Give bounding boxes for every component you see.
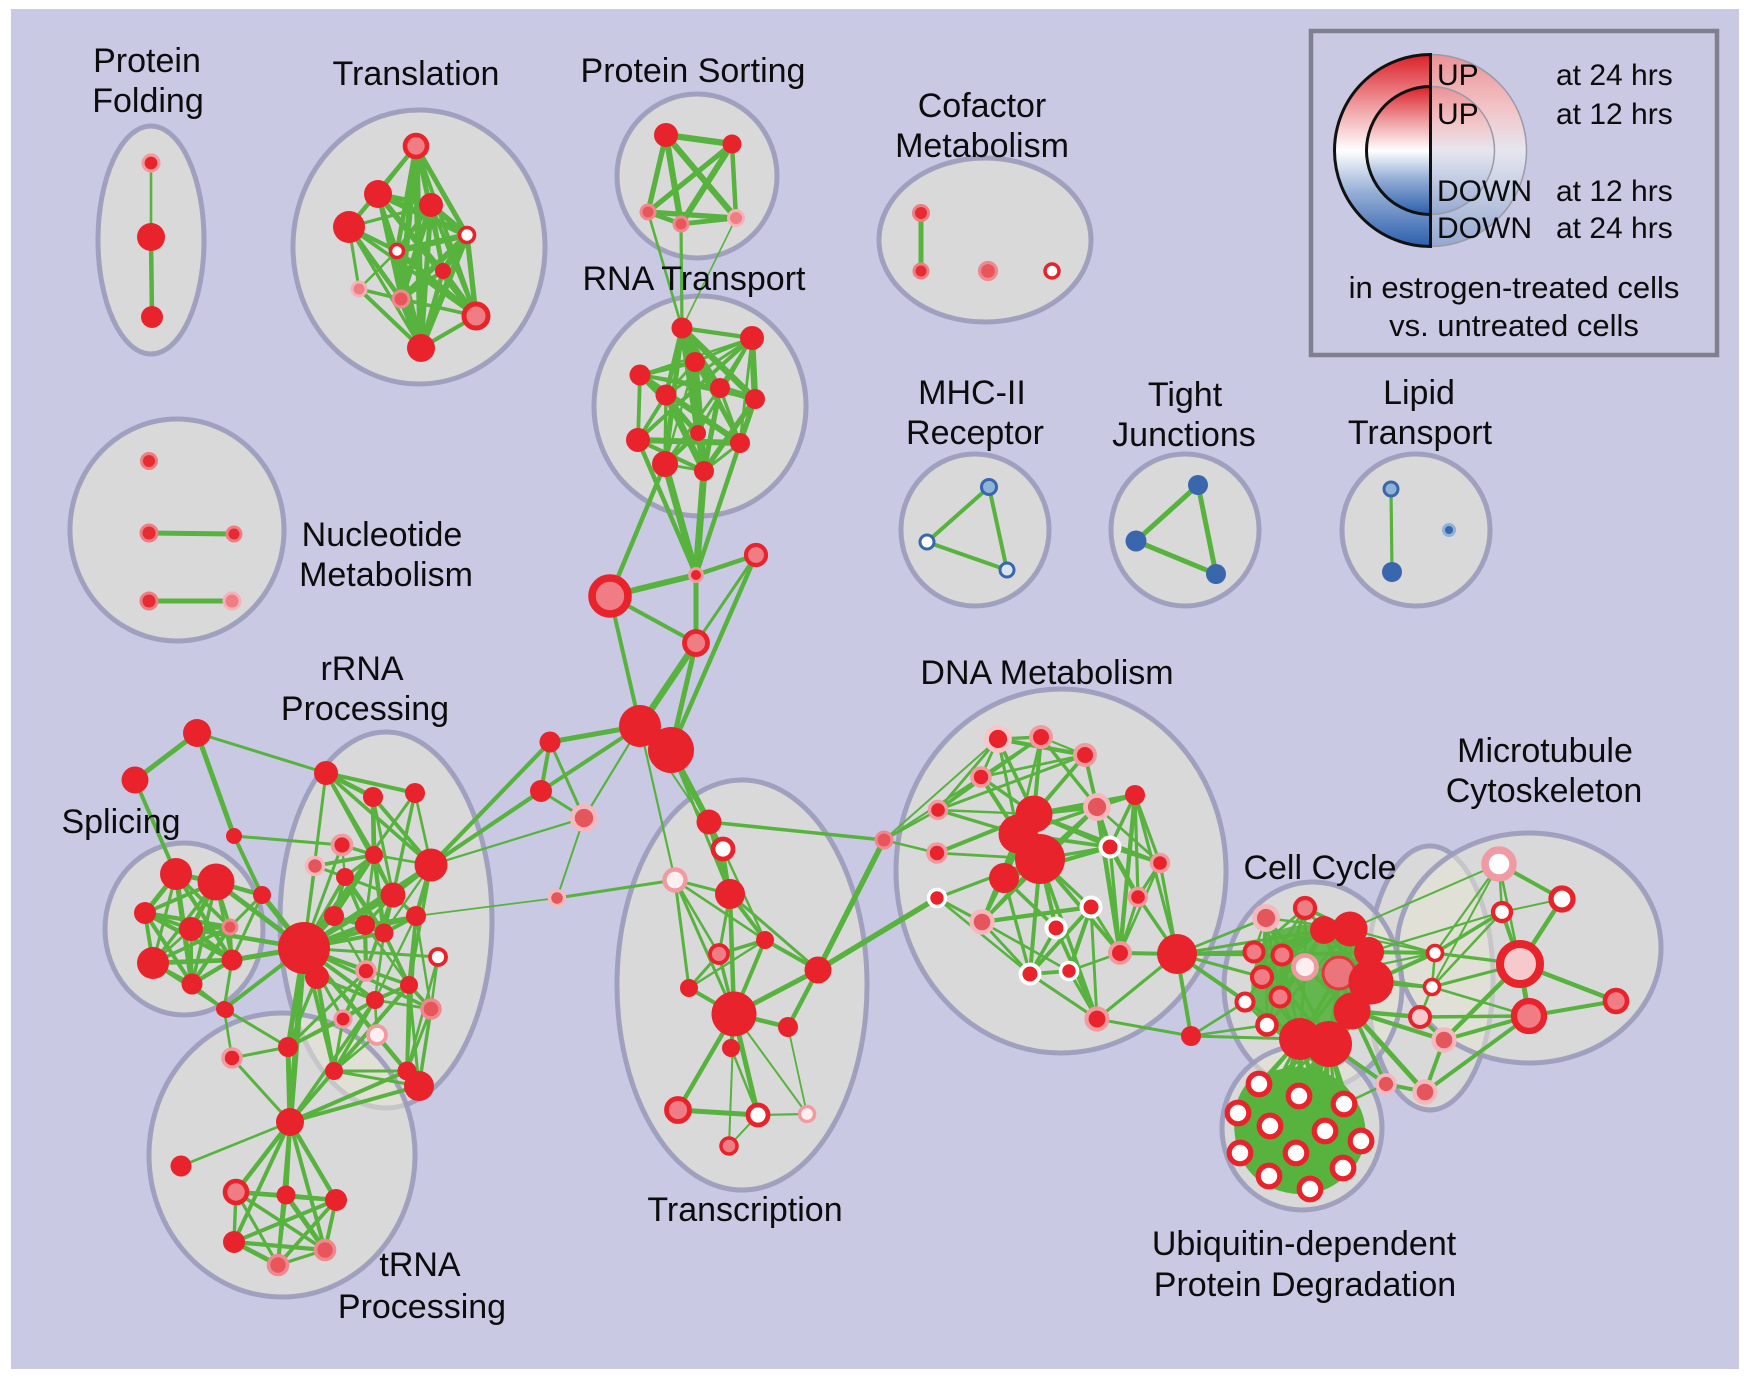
svg-text:Tight: Tight <box>1148 376 1223 414</box>
svg-text:DOWN: DOWN <box>1437 175 1532 208</box>
svg-text:Nucleotide: Nucleotide <box>302 516 463 554</box>
svg-text:at 24 hrs: at 24 hrs <box>1556 212 1673 245</box>
svg-text:tRNA: tRNA <box>379 1246 461 1284</box>
svg-text:Transport: Transport <box>1348 414 1493 452</box>
svg-text:Splicing: Splicing <box>61 803 180 841</box>
svg-text:at 24 hrs: at 24 hrs <box>1556 59 1673 92</box>
svg-text:Protein Degradation: Protein Degradation <box>1154 1266 1456 1304</box>
svg-text:Lipid: Lipid <box>1383 374 1455 412</box>
svg-text:MHC-II: MHC-II <box>918 374 1026 412</box>
svg-text:Cell Cycle: Cell Cycle <box>1243 849 1396 887</box>
svg-text:Metabolism: Metabolism <box>895 127 1069 165</box>
svg-text:Receptor: Receptor <box>906 414 1044 452</box>
svg-text:vs. untreated cells: vs. untreated cells <box>1389 308 1639 343</box>
svg-text:Folding: Folding <box>92 82 204 120</box>
svg-text:RNA Transport: RNA Transport <box>583 260 807 298</box>
svg-text:rRNA: rRNA <box>320 650 403 688</box>
svg-text:Metabolism: Metabolism <box>299 556 473 594</box>
svg-text:Microtubule: Microtubule <box>1457 732 1633 770</box>
svg-text:Translation: Translation <box>333 55 500 93</box>
svg-text:Ubiquitin-dependent: Ubiquitin-dependent <box>1152 1225 1457 1263</box>
svg-text:UP: UP <box>1437 98 1479 131</box>
svg-text:Cofactor: Cofactor <box>918 87 1047 125</box>
svg-text:Processing: Processing <box>281 690 449 728</box>
svg-text:Protein Sorting: Protein Sorting <box>581 52 806 90</box>
svg-text:Processing: Processing <box>338 1288 506 1326</box>
svg-text:DNA Metabolism: DNA Metabolism <box>920 654 1173 692</box>
svg-text:Cytoskeleton: Cytoskeleton <box>1446 772 1643 810</box>
svg-text:at 12 hrs: at 12 hrs <box>1556 175 1673 208</box>
svg-text:at 12 hrs: at 12 hrs <box>1556 98 1673 131</box>
svg-text:Protein: Protein <box>93 42 201 80</box>
svg-text:Transcription: Transcription <box>647 1191 842 1229</box>
svg-text:Junctions: Junctions <box>1112 416 1256 454</box>
svg-text:DOWN: DOWN <box>1437 212 1532 245</box>
svg-text:UP: UP <box>1437 59 1479 92</box>
svg-text:in estrogen-treated cells: in estrogen-treated cells <box>1349 270 1680 305</box>
